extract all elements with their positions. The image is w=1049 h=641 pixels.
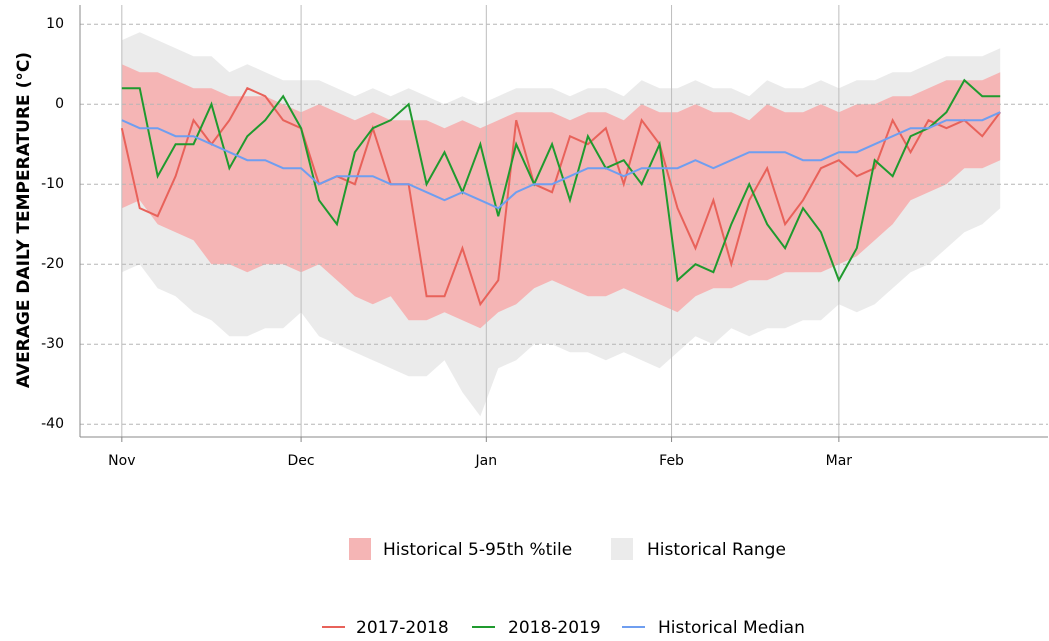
x-tick-label: Mar: [826, 453, 853, 469]
x-tick-label: Feb: [659, 453, 684, 469]
y-tick-label: 10: [46, 16, 64, 32]
legend-label: Historical 5-95th %tile: [383, 540, 572, 560]
legend-swatch: [349, 538, 371, 560]
x-tick-label: Jan: [475, 453, 498, 469]
y-tick-label: 0: [55, 96, 64, 112]
x-tick-label: Dec: [288, 453, 315, 469]
y-axis-label: AVERAGE DAILY TEMPERATURE (°C): [14, 52, 34, 388]
legend-label: 2018-2019: [508, 618, 601, 638]
x-tick-label: Nov: [108, 453, 135, 469]
y-tick-label: -10: [41, 176, 64, 192]
legend-label: Historical Median: [658, 618, 805, 638]
y-tick-label: -30: [41, 336, 64, 352]
series-line: [121, 111, 1001, 210]
legend-label: 2017-2018: [356, 618, 449, 638]
legend-label: Historical Range: [647, 540, 786, 560]
series-line: [121, 78, 1001, 283]
band-area: [121, 64, 1001, 329]
y-tick-label: -20: [41, 256, 64, 272]
series-line: [120, 86, 1002, 307]
legend-swatch: [611, 538, 633, 560]
y-tick-label: -40: [41, 416, 64, 432]
